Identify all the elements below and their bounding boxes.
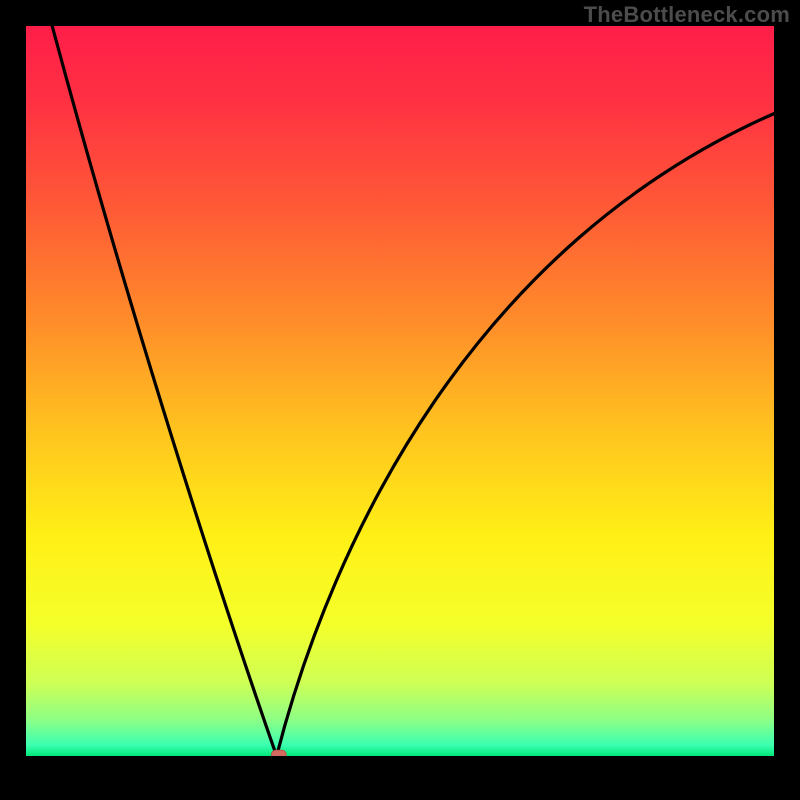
plot-bottom-border xyxy=(0,756,800,800)
figure-root: TheBottleneck.com xyxy=(0,0,800,800)
watermark-text: TheBottleneck.com xyxy=(584,2,790,28)
chart-svg xyxy=(0,0,800,800)
plot-background xyxy=(26,26,774,756)
